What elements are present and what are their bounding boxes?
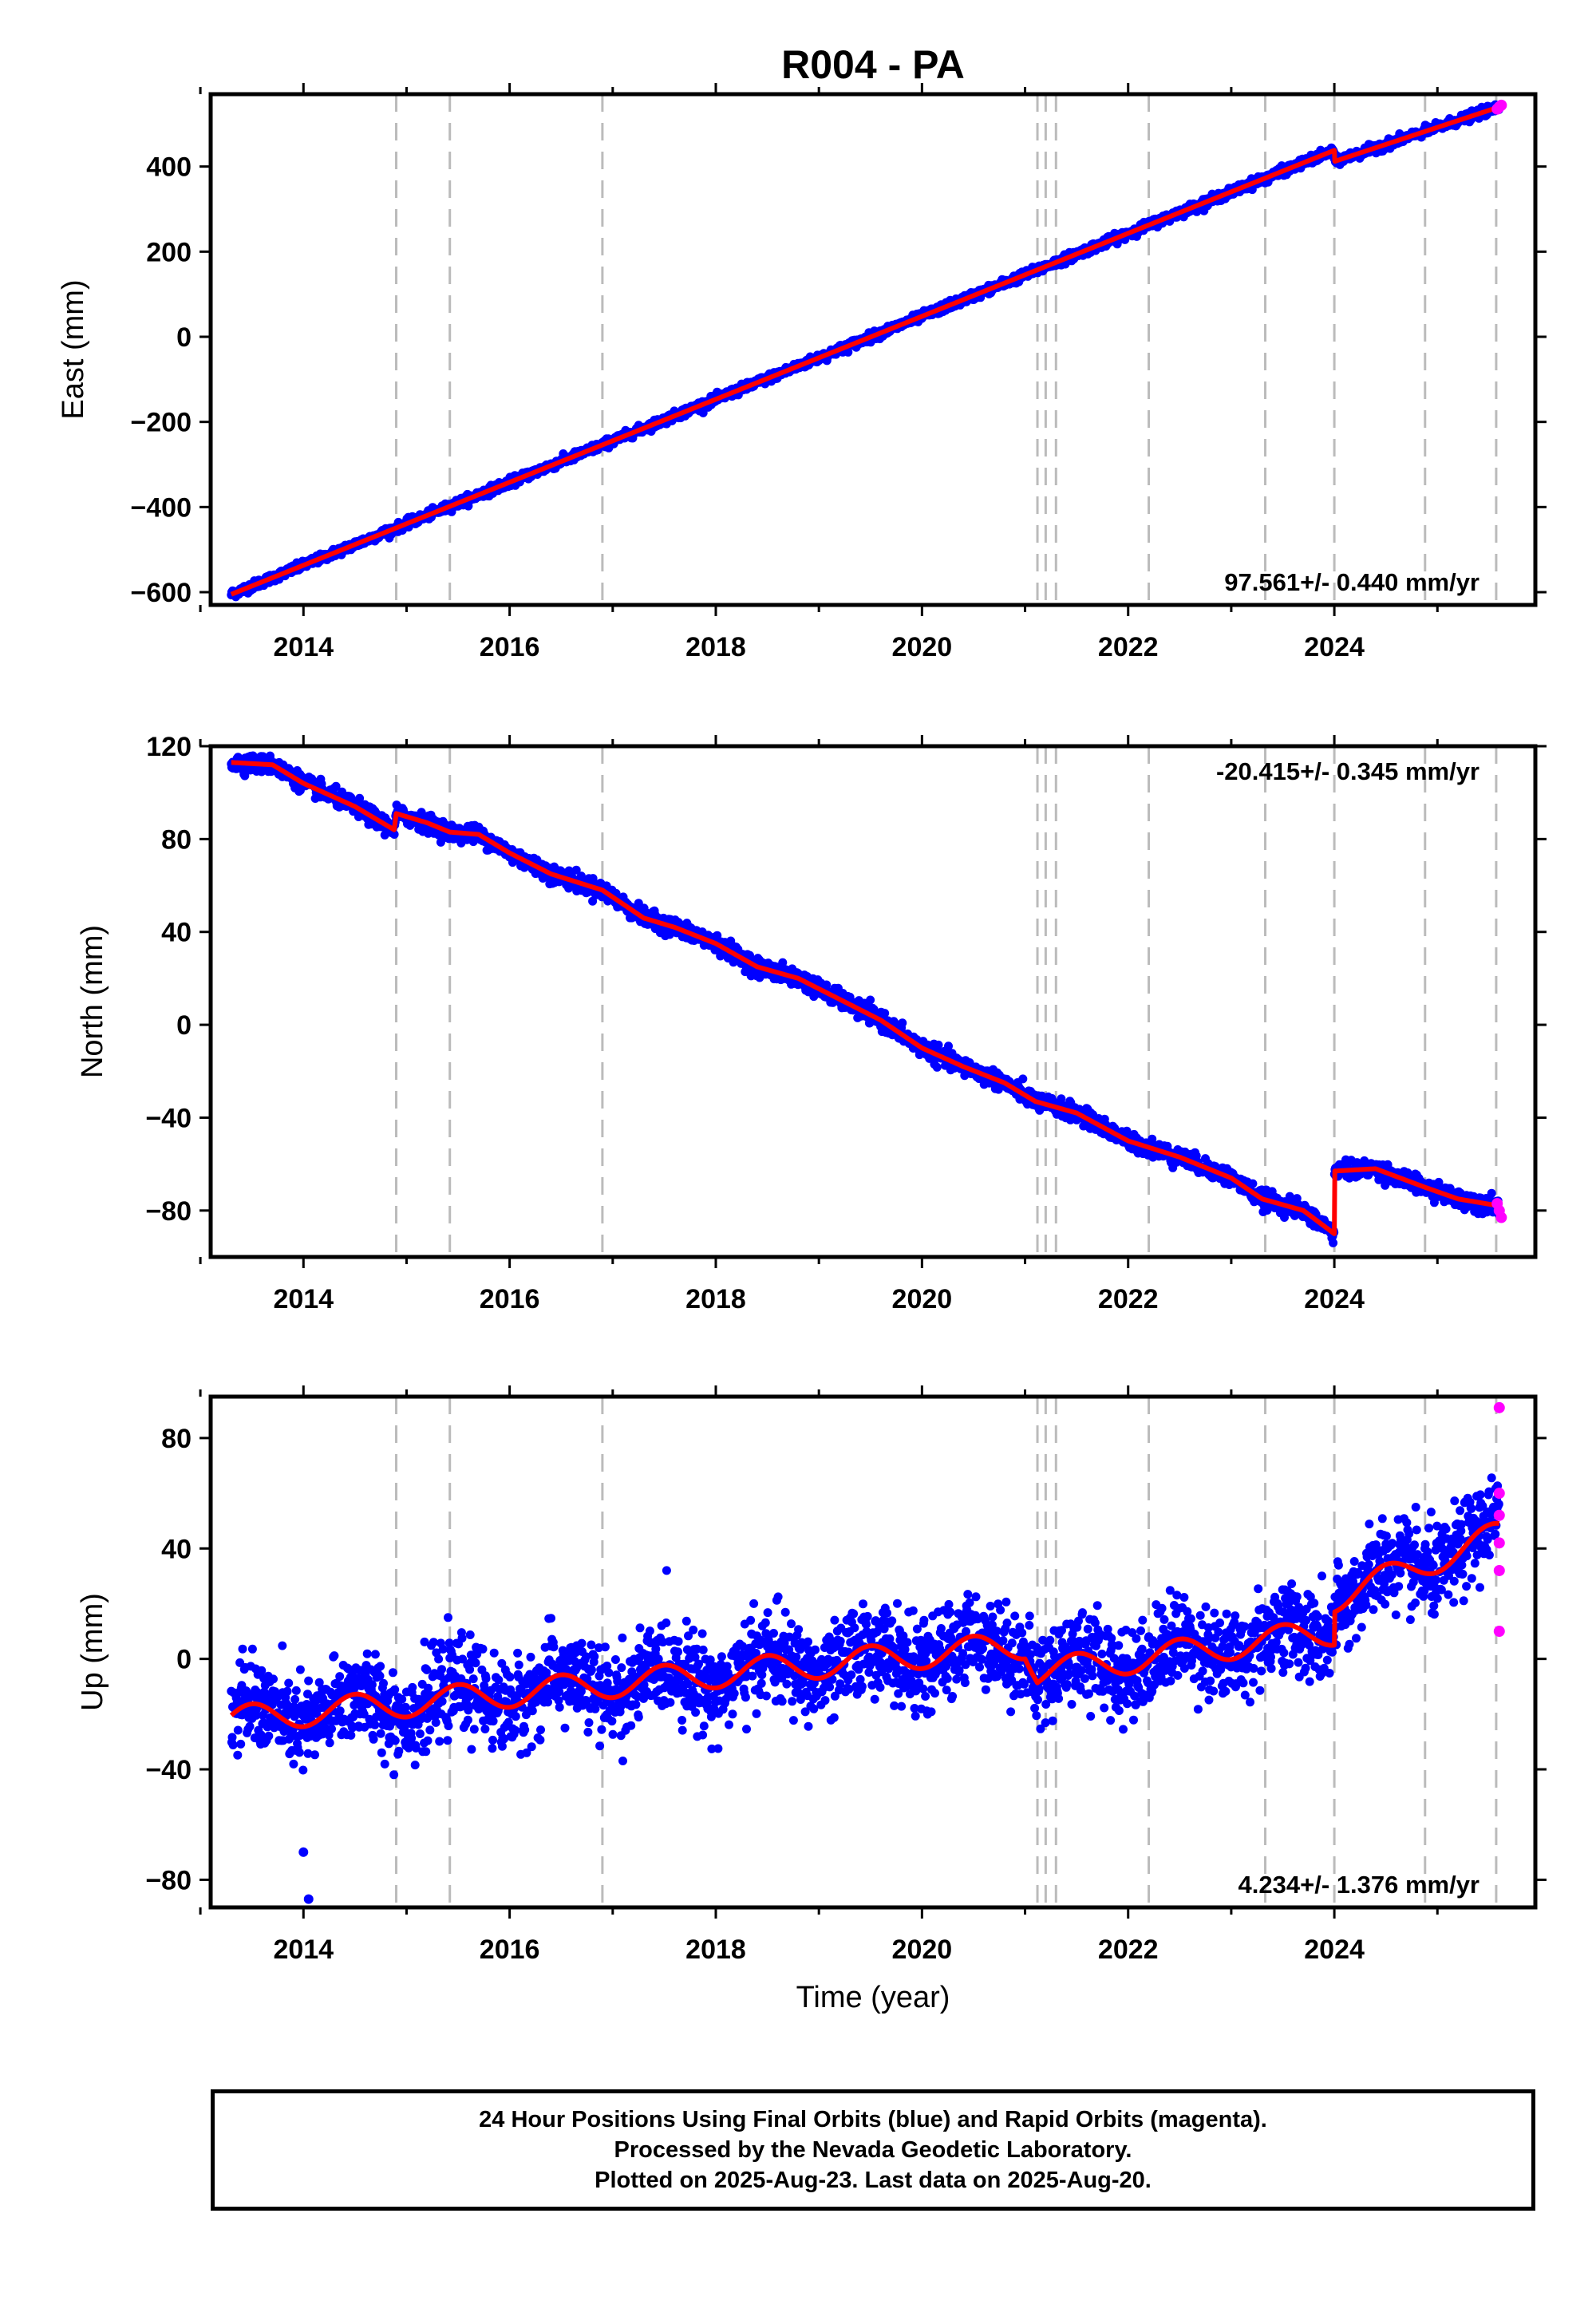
final-orbit-points — [227, 751, 1503, 1247]
y-tick-label: 0 — [176, 322, 192, 353]
y-tick-label: −200 — [130, 408, 192, 438]
y-tick-label: −400 — [130, 492, 192, 523]
data-point — [934, 1040, 943, 1049]
x-tick-label: 2018 — [685, 632, 746, 662]
y-tick-label: −600 — [130, 578, 192, 608]
panel-east: −600 −400 −200 0 200 400 2014 2016 2018 2020 2022 2… — [57, 83, 1547, 662]
data-point — [932, 1062, 942, 1072]
y-tick-label: 400 — [146, 152, 192, 183]
final-orbit-points — [227, 100, 1503, 602]
x-tick-label: 2016 — [480, 632, 540, 662]
data-point — [866, 995, 875, 1005]
velocity-label: 97.561+/- 0.440 mm/yr — [1224, 568, 1479, 596]
x-tick-label: 2024 — [1304, 632, 1365, 662]
data-point — [1018, 1074, 1028, 1084]
x-tick-label: 2022 — [1098, 632, 1159, 662]
x-tick-label: 2020 — [892, 632, 953, 662]
y-axis-label: East (mm) — [57, 279, 90, 419]
data-point — [898, 1018, 907, 1028]
plot-area — [227, 94, 1507, 605]
y-tick-label: 200 — [146, 237, 192, 267]
plot-area — [227, 746, 1507, 1257]
chart-title: R004 - PA — [781, 42, 965, 87]
rapid-point — [1495, 99, 1507, 111]
x-tick-label: 2014 — [273, 632, 334, 662]
